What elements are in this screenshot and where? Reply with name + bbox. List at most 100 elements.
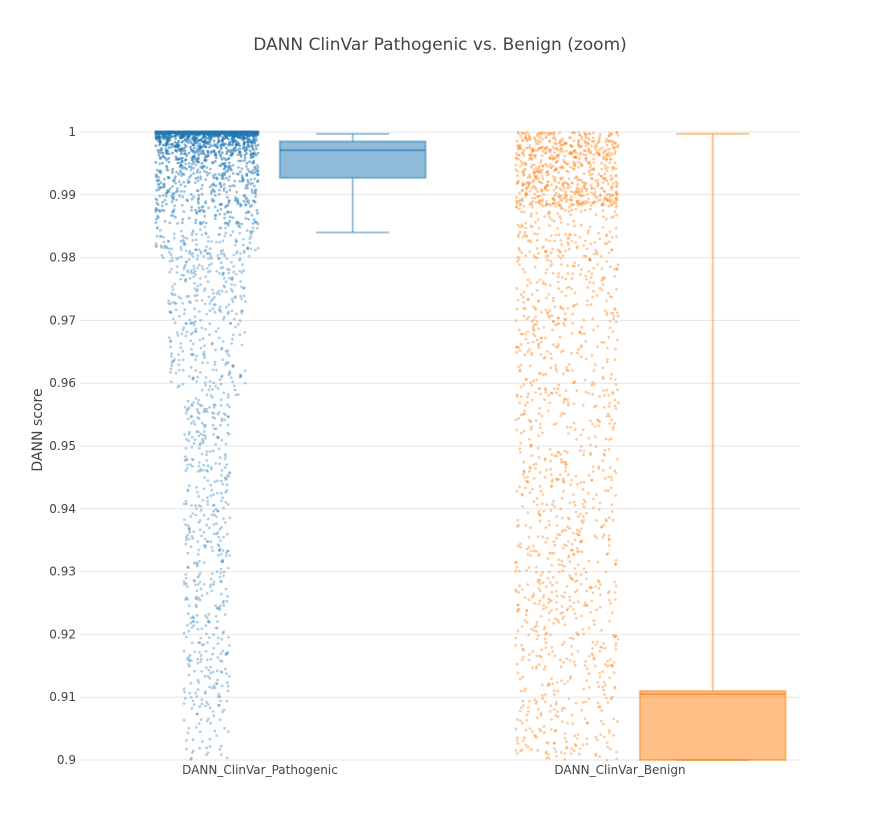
data-point: [601, 375, 605, 379]
data-point: [577, 533, 580, 537]
data-point: [605, 179, 609, 183]
data-point: [544, 750, 548, 754]
data-point: [255, 164, 259, 167]
data-point: [208, 333, 211, 337]
data-point: [198, 209, 201, 213]
data-point: [200, 208, 203, 212]
data-point: [575, 389, 579, 392]
data-point: [610, 437, 613, 441]
data-point: [581, 701, 585, 704]
data-point: [192, 166, 195, 170]
data-point: [521, 295, 525, 299]
data-point: [601, 377, 605, 381]
data-point: [550, 609, 553, 612]
data-point: [195, 299, 199, 303]
data-point: [524, 226, 528, 230]
data-point: [225, 195, 229, 199]
data-point: [220, 173, 224, 177]
data-point: [183, 265, 186, 269]
data-point: [197, 417, 201, 420]
data-point: [195, 212, 199, 215]
data-point: [171, 300, 175, 304]
data-point: [552, 540, 556, 544]
data-point: [539, 729, 543, 733]
data-point: [582, 449, 586, 453]
data-point: [552, 320, 555, 323]
data-point: [204, 436, 207, 440]
data-point: [166, 149, 170, 153]
data-point: [195, 605, 198, 609]
data-point: [226, 361, 230, 365]
data-point: [155, 244, 158, 248]
data-point: [614, 378, 617, 381]
data-point: [541, 149, 545, 153]
data-point: [195, 486, 198, 489]
data-point: [171, 192, 174, 196]
data-point: [189, 332, 193, 336]
data-point: [190, 445, 194, 449]
data-point: [246, 247, 250, 251]
data-point: [577, 157, 581, 160]
data-point: [576, 550, 579, 554]
data-point: [593, 240, 596, 244]
data-point: [173, 321, 177, 325]
data-point: [597, 685, 601, 689]
data-point: [256, 169, 260, 173]
data-point: [591, 640, 595, 644]
data-point: [543, 387, 547, 390]
data-point: [613, 422, 617, 425]
data-point: [206, 280, 210, 283]
data-point: [189, 147, 193, 151]
data-point: [218, 203, 222, 207]
data-point: [222, 535, 225, 539]
data-point: [238, 375, 242, 379]
data-point: [182, 580, 186, 583]
data-point: [554, 589, 558, 593]
data-point: [535, 211, 538, 215]
data-point: [206, 658, 209, 662]
data-point: [592, 140, 596, 143]
data-point: [171, 131, 175, 134]
data-point: [215, 177, 219, 181]
data-point: [180, 203, 184, 207]
data-point: [547, 756, 551, 760]
data-point: [526, 341, 530, 345]
data-point: [572, 150, 576, 154]
data-point: [587, 197, 590, 201]
data-point: [194, 595, 198, 598]
data-point: [235, 190, 239, 194]
data-point: [559, 176, 562, 180]
data-point: [521, 181, 525, 185]
data-point: [191, 749, 195, 753]
data-point: [223, 452, 227, 456]
data-point: [585, 679, 588, 682]
data-point: [552, 133, 556, 137]
data-point: [581, 488, 585, 491]
data-point: [558, 335, 562, 339]
data-point: [571, 304, 575, 308]
data-point: [201, 337, 205, 340]
data-point: [199, 657, 203, 661]
data-point: [194, 329, 198, 333]
data-point: [524, 136, 527, 140]
data-point: [536, 300, 540, 303]
data-point: [229, 210, 233, 214]
data-point: [550, 484, 554, 488]
data-point: [523, 270, 527, 274]
data-point: [155, 226, 159, 230]
data-point: [218, 527, 222, 531]
data-point: [569, 152, 573, 156]
data-point: [539, 140, 542, 144]
data-point: [526, 330, 530, 333]
data-point: [516, 544, 520, 548]
data-point: [523, 687, 527, 691]
data-point: [226, 415, 230, 419]
data-point: [570, 181, 574, 185]
data-point: [549, 633, 552, 637]
data-point: [564, 747, 568, 750]
data-point: [154, 221, 158, 225]
data-point: [524, 192, 528, 196]
data-point: [573, 503, 577, 507]
data-point: [194, 726, 198, 729]
data-point: [170, 200, 174, 204]
